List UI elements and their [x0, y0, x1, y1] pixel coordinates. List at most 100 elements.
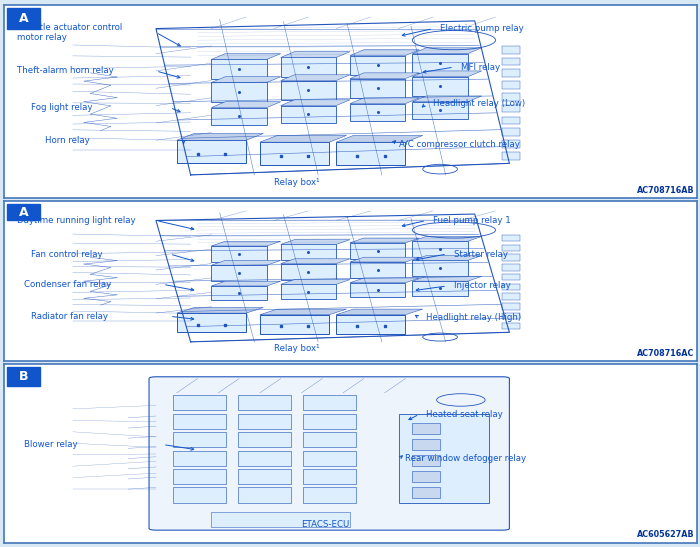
Text: AC708716AB: AC708716AB — [637, 185, 694, 195]
Bar — [412, 54, 468, 73]
Bar — [302, 414, 356, 429]
Bar — [238, 395, 291, 410]
Bar — [281, 57, 336, 77]
Bar — [302, 432, 356, 447]
Bar — [412, 77, 468, 96]
Polygon shape — [176, 307, 263, 313]
Bar — [503, 264, 520, 271]
Bar — [503, 140, 520, 148]
Bar — [281, 284, 336, 299]
Bar — [398, 414, 489, 503]
Bar — [412, 472, 440, 482]
Bar — [503, 303, 520, 310]
Polygon shape — [412, 236, 482, 241]
Bar — [174, 487, 226, 503]
Polygon shape — [281, 51, 350, 57]
Bar — [503, 323, 520, 329]
Bar — [174, 451, 226, 465]
Bar — [503, 69, 520, 77]
Bar — [302, 469, 356, 484]
Polygon shape — [412, 48, 482, 54]
Polygon shape — [260, 136, 346, 142]
Text: Theft-alarm horn relay: Theft-alarm horn relay — [18, 66, 114, 75]
Polygon shape — [281, 240, 350, 245]
Bar — [412, 260, 468, 276]
Bar — [211, 60, 267, 79]
Bar — [211, 246, 267, 262]
Bar — [412, 439, 440, 450]
Text: Headlight relay (Low): Headlight relay (Low) — [433, 99, 525, 108]
Bar — [503, 293, 520, 300]
Bar — [281, 264, 336, 280]
Text: Fan control relay: Fan control relay — [32, 249, 103, 259]
Bar — [176, 313, 246, 332]
Bar — [412, 487, 440, 498]
Text: MFI relay: MFI relay — [461, 62, 500, 72]
Bar — [503, 46, 520, 54]
Bar — [350, 79, 405, 98]
Bar — [503, 117, 520, 124]
Polygon shape — [350, 98, 419, 104]
Polygon shape — [211, 54, 281, 60]
Text: Heated seat relay: Heated seat relay — [426, 410, 503, 419]
Polygon shape — [336, 136, 423, 142]
Bar — [211, 513, 350, 527]
Bar — [176, 140, 246, 164]
Text: Relay box¹: Relay box¹ — [274, 178, 319, 187]
Polygon shape — [281, 280, 350, 284]
Text: Starter relay: Starter relay — [454, 249, 508, 259]
Text: AC605627AB: AC605627AB — [637, 531, 694, 539]
Bar — [211, 83, 267, 102]
Bar — [503, 128, 520, 136]
Polygon shape — [211, 241, 281, 246]
Polygon shape — [336, 309, 423, 315]
Text: Headlight relay (High): Headlight relay (High) — [426, 313, 522, 322]
Bar — [7, 8, 40, 28]
Polygon shape — [281, 100, 350, 106]
Bar — [412, 455, 440, 466]
Bar — [260, 142, 329, 165]
Bar — [412, 281, 468, 295]
Text: ETACS-ECU: ETACS-ECU — [302, 520, 350, 529]
Bar — [503, 245, 520, 251]
Text: B: B — [19, 370, 28, 383]
Text: Injector relay: Injector relay — [454, 282, 511, 290]
Polygon shape — [350, 73, 419, 79]
Polygon shape — [412, 71, 482, 77]
Polygon shape — [350, 50, 419, 56]
Polygon shape — [281, 75, 350, 80]
Bar — [260, 315, 329, 334]
Bar — [211, 286, 267, 300]
Polygon shape — [412, 276, 482, 281]
Polygon shape — [211, 281, 281, 286]
Text: A/C compressor clutch relay: A/C compressor clutch relay — [398, 139, 519, 149]
Bar — [302, 395, 356, 410]
Bar — [412, 423, 440, 434]
Bar — [281, 80, 336, 100]
Bar — [281, 245, 336, 260]
Text: Daytime running light relay: Daytime running light relay — [18, 216, 136, 225]
Bar — [503, 93, 520, 101]
Bar — [302, 451, 356, 465]
Bar — [7, 203, 40, 220]
Polygon shape — [350, 238, 419, 243]
Bar — [174, 414, 226, 429]
Bar — [350, 283, 405, 297]
Polygon shape — [260, 309, 346, 315]
Text: AC708716AC: AC708716AC — [637, 349, 694, 358]
Bar — [503, 313, 520, 319]
Bar — [503, 235, 520, 241]
Bar — [336, 315, 405, 334]
Polygon shape — [412, 255, 482, 260]
Bar — [350, 262, 405, 278]
Bar — [503, 274, 520, 280]
Bar — [281, 106, 336, 123]
Polygon shape — [350, 278, 419, 283]
Bar — [412, 102, 468, 119]
Bar — [211, 108, 267, 125]
Polygon shape — [281, 259, 350, 264]
FancyBboxPatch shape — [149, 377, 510, 530]
Text: Radiator fan relay: Radiator fan relay — [32, 312, 108, 321]
Bar — [503, 81, 520, 89]
Bar — [211, 265, 267, 281]
